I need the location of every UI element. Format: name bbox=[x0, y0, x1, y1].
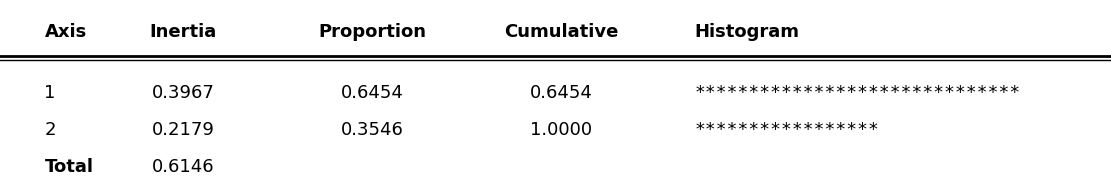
Text: Cumulative: Cumulative bbox=[504, 23, 618, 41]
Text: Proportion: Proportion bbox=[318, 23, 427, 41]
Text: Axis: Axis bbox=[44, 23, 87, 41]
Text: 0.2179: 0.2179 bbox=[152, 121, 214, 139]
Text: 0.3967: 0.3967 bbox=[152, 84, 214, 102]
Text: 0.3546: 0.3546 bbox=[341, 121, 403, 139]
Text: Histogram: Histogram bbox=[694, 23, 800, 41]
Text: 1.0000: 1.0000 bbox=[530, 121, 592, 139]
Text: 0.6454: 0.6454 bbox=[530, 84, 592, 102]
Text: 0.6146: 0.6146 bbox=[152, 158, 214, 176]
Text: Inertia: Inertia bbox=[150, 23, 217, 41]
Text: 1: 1 bbox=[44, 84, 56, 102]
Text: *****************: ***************** bbox=[694, 121, 879, 139]
Text: 2: 2 bbox=[44, 121, 56, 139]
Text: Total: Total bbox=[44, 158, 93, 176]
Text: ******************************: ****************************** bbox=[694, 84, 1021, 102]
Text: 0.6454: 0.6454 bbox=[341, 84, 403, 102]
